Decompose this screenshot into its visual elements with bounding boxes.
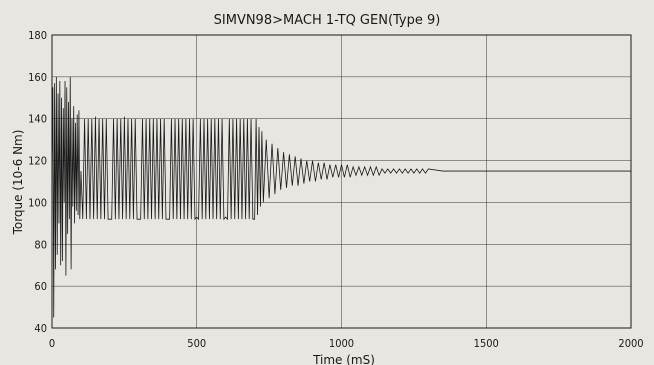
- x-tick-labels: 0 500 1000 1500 2000: [49, 337, 644, 350]
- y-tick-label: 100: [28, 196, 47, 209]
- y-tick-label: 60: [34, 280, 47, 293]
- chart-title: SIMVN98>MACH 1-TQ GEN(Type 9): [214, 13, 441, 28]
- x-tick-label: 2000: [618, 337, 643, 350]
- x-axis-title: Time (mS): [312, 353, 375, 365]
- plot-frame: [51, 34, 632, 329]
- y-tick-label: 120: [28, 155, 47, 168]
- y-tick-label: 160: [28, 71, 47, 84]
- y-tick-label: 80: [34, 238, 47, 251]
- y-tick-labels: 40 60 80 100 120 140 160 180: [28, 29, 47, 335]
- x-tick-label: 500: [187, 337, 206, 350]
- x-tick-label: 0: [49, 337, 55, 350]
- y-axis-title: Torque (10-6 Nm): [11, 130, 25, 236]
- y-tick-label: 180: [28, 29, 47, 42]
- x-tick-label: 1500: [474, 337, 499, 350]
- y-tick-label: 40: [34, 322, 47, 335]
- series-line: [51, 76, 631, 318]
- x-tick-label: 1000: [329, 337, 354, 350]
- y-tick-label: 140: [28, 113, 47, 126]
